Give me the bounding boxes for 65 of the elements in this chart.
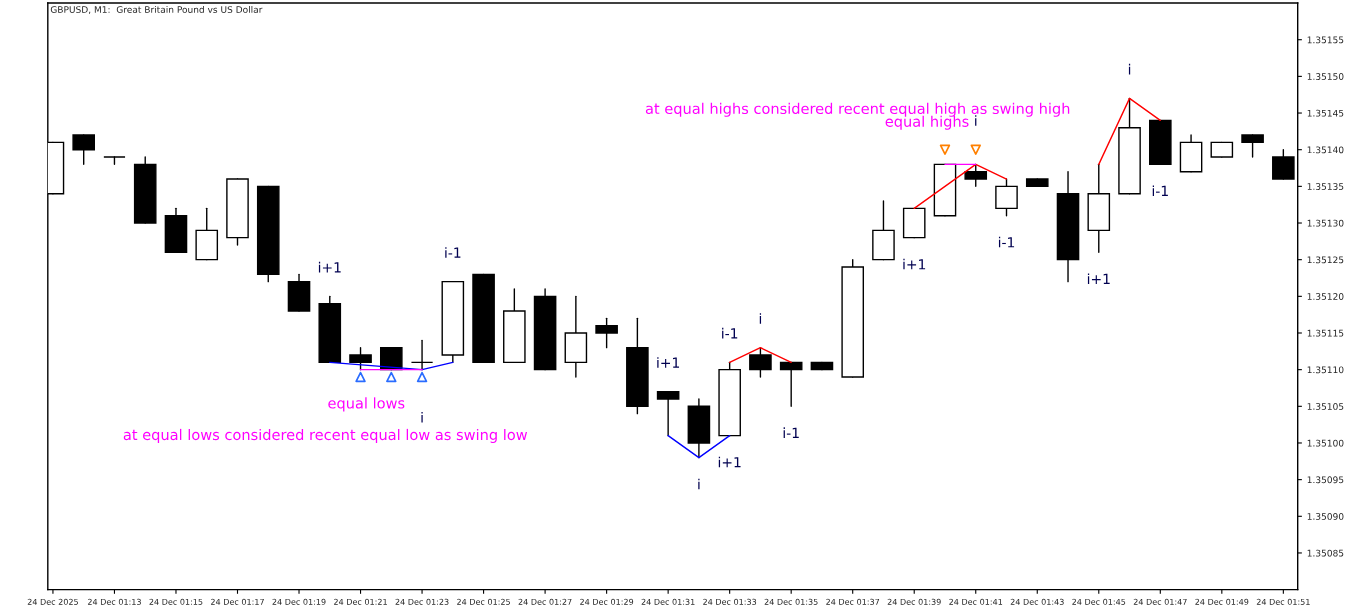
- x-tick-label: 24 Dec 01:33: [703, 598, 757, 605]
- annotation: i-1: [1152, 185, 1168, 196]
- annotation: i-1: [783, 427, 799, 438]
- x-tick-label: 24 Dec 01:13: [87, 598, 141, 605]
- y-tick-label: 1.35120: [1307, 293, 1344, 300]
- annotation: i-1: [445, 247, 461, 258]
- annotation: i-1: [722, 327, 738, 339]
- annotation: i+1: [318, 261, 341, 273]
- annotation: i: [975, 115, 977, 126]
- x-tick-label: 24 Dec 01:23: [395, 598, 449, 605]
- y-tick-label: 1.35145: [1307, 109, 1344, 117]
- y-tick-label: 1.35105: [1307, 403, 1344, 410]
- y-tick-label: 1.35115: [1307, 329, 1344, 337]
- y-tick-label: 1.35125: [1307, 256, 1344, 264]
- text: equal highs: [885, 115, 969, 130]
- x-tick-label: 24 Dec 01:45: [1072, 598, 1126, 605]
- candlestick: [410, 339, 434, 371]
- series-label: equal lows: [328, 397, 405, 412]
- x-tick-label: 24 Dec 01:21: [334, 598, 387, 605]
- y-tick-label: 1.35085: [1307, 549, 1344, 557]
- chart-title: GBPUSD, M1: Great Britain Pound vs US Dollar: [50, 5, 263, 14]
- x-tick-label: 24 Dec 01:35: [764, 598, 818, 605]
- x-tick-label: 24 Dec 01:41: [949, 598, 1003, 605]
- x-tick-label: 24 Dec 01:43: [1010, 598, 1064, 605]
- annotation: i+1: [903, 258, 926, 270]
- candlestick: [1241, 134, 1264, 158]
- x-tick-label: 24 Dec 01:39: [887, 598, 941, 605]
- candlestick: [749, 346, 772, 378]
- annotation: i: [759, 313, 762, 324]
- annotation: i: [1128, 63, 1131, 75]
- y-tick-label: 1.35100: [1307, 439, 1344, 447]
- candlestick: [964, 163, 988, 188]
- x-tick-label: 24 Dec 01:49: [1195, 598, 1249, 605]
- annotation: i+1: [718, 456, 741, 468]
- y-tick-label: 1.35095: [1307, 476, 1344, 484]
- candlestick: [656, 390, 680, 437]
- x-tick-label: 24 Dec 01:27: [518, 598, 572, 605]
- x-tick-label: 24 Dec 01:29: [580, 598, 634, 605]
- candlestick: [595, 317, 618, 349]
- candlestick: [349, 346, 372, 371]
- candlestick: [1272, 148, 1295, 180]
- y-tick-label: 1.35150: [1307, 73, 1344, 80]
- y-tick-label: 1.35155: [1307, 36, 1344, 44]
- x-tick-label: 24 Dec 01:31: [641, 598, 695, 605]
- y-tick-label: 1.35110: [1307, 366, 1344, 374]
- x-tick-label: 24 Dec 01:15: [149, 598, 203, 605]
- annotation: i+1: [1087, 273, 1110, 284]
- x-tick-label: 24 Dec 2025: [27, 598, 78, 605]
- y-tick-label: 1.35135: [1307, 183, 1344, 190]
- annotation: i: [698, 478, 700, 490]
- x-tick-label: 24 Dec 01:17: [211, 598, 264, 605]
- x-tick-label: 24 Dec 01:51: [1256, 598, 1310, 605]
- y-tick-label: 1.35140: [1307, 146, 1344, 154]
- y-tick-label: 1.35090: [1307, 513, 1344, 520]
- y-tick-label: 1.35130: [1307, 219, 1344, 227]
- annotation: at equal lows considered recent equal low as swing low: [123, 428, 528, 443]
- candlestick: [72, 134, 96, 166]
- annotation: i: [421, 411, 423, 423]
- x-tick-label: 24 Dec 01:47: [1133, 598, 1187, 605]
- candlestick: [995, 178, 1018, 217]
- annotation: i-1: [998, 236, 1015, 248]
- x-tick-label: 24 Dec 01:19: [272, 598, 326, 605]
- x-tick-label: 24 Dec 01:25: [457, 598, 510, 605]
- x-tick-label: 24 Dec 01:37: [826, 598, 880, 605]
- annotation: i+1: [657, 357, 680, 368]
